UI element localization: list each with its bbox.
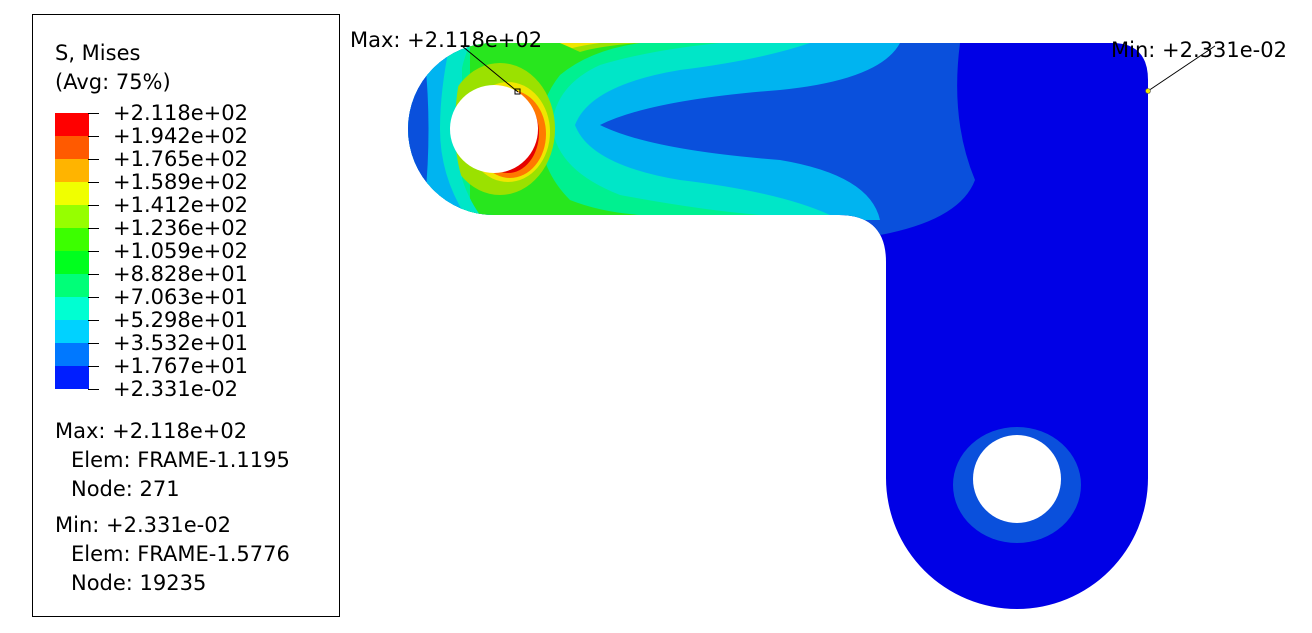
lower-pin-hole bbox=[973, 435, 1061, 523]
min-elem-line: Elem: FRAME-1.5776 bbox=[71, 542, 290, 566]
tick-label: +1.236e+02 bbox=[113, 216, 248, 240]
tick-label: +1.765e+02 bbox=[113, 147, 248, 171]
legend-subtitle: (Avg: 75%) bbox=[55, 70, 171, 94]
tick-mark bbox=[88, 319, 99, 321]
tick-label: +7.063e+01 bbox=[113, 285, 248, 309]
colorbar-swatch bbox=[55, 297, 89, 320]
colorbar-tick: +8.828e+01 bbox=[88, 263, 248, 285]
legend-panel: S, Mises (Avg: 75%) +2.118e+02 +1.942e+02… bbox=[32, 14, 340, 617]
colorbar-swatch bbox=[55, 159, 89, 182]
tick-label: +1.059e+02 bbox=[113, 239, 248, 263]
tick-label: +5.298e+01 bbox=[113, 308, 248, 332]
max-callout-label: Max: +2.118e+02 bbox=[350, 28, 543, 52]
tick-label: +1.942e+02 bbox=[113, 124, 248, 148]
max-node-line: Node: 271 bbox=[71, 477, 180, 501]
tick-mark bbox=[88, 365, 99, 367]
colorbar-tick: +2.118e+02 bbox=[88, 102, 248, 124]
colorbar-tick: +1.412e+02 bbox=[88, 194, 248, 216]
tick-mark bbox=[88, 112, 99, 114]
tick-mark bbox=[88, 135, 99, 137]
colorbar-tick: +1.236e+02 bbox=[88, 217, 248, 239]
tick-mark bbox=[88, 250, 99, 252]
max-leader-line bbox=[461, 45, 519, 93]
tick-label: +2.331e-02 bbox=[113, 377, 238, 401]
min-node-line: Node: 19235 bbox=[71, 571, 207, 595]
tick-label: +8.828e+01 bbox=[113, 262, 248, 286]
colorbar-tick: +5.298e+01 bbox=[88, 309, 248, 331]
tick-mark bbox=[88, 181, 99, 183]
contour-left-end-blue bbox=[408, 60, 429, 200]
left-pin-hole bbox=[450, 85, 538, 173]
colorbar-tick: +1.059e+02 bbox=[88, 240, 248, 262]
colorbar-tick: +7.063e+01 bbox=[88, 286, 248, 308]
tick-label: +1.767e+01 bbox=[113, 354, 248, 378]
colorbar-swatch bbox=[55, 228, 89, 251]
colorbar-swatch bbox=[55, 320, 89, 343]
colorbar-tick: +2.331e-02 bbox=[88, 378, 238, 400]
tick-mark bbox=[88, 388, 99, 390]
colorbar-swatch bbox=[55, 343, 89, 366]
colorbar-tick: +3.532e+01 bbox=[88, 332, 248, 354]
colorbar-swatch bbox=[55, 113, 89, 136]
colorbar-tick: +1.589e+02 bbox=[88, 171, 248, 193]
colorbar-tick: +1.942e+02 bbox=[88, 125, 248, 147]
legend-title: S, Mises bbox=[55, 41, 141, 65]
colorbar bbox=[55, 113, 89, 389]
tick-mark bbox=[88, 296, 99, 298]
min-leader-line bbox=[1147, 45, 1216, 92]
colorbar-swatch bbox=[55, 205, 89, 228]
max-elem-line: Elem: FRAME-1.1195 bbox=[71, 448, 290, 472]
colorbar-tick: +1.765e+02 bbox=[88, 148, 248, 170]
min-callout-label: Min: +2.331e-02 bbox=[1111, 38, 1287, 62]
tick-mark bbox=[88, 227, 99, 229]
tick-label: +3.532e+01 bbox=[113, 331, 248, 355]
tick-mark bbox=[88, 204, 99, 206]
colorbar-tick: +1.767e+01 bbox=[88, 355, 248, 377]
tick-label: +1.412e+02 bbox=[113, 193, 248, 217]
tick-mark bbox=[88, 342, 99, 344]
colorbar-swatch bbox=[55, 366, 89, 389]
min-value-line: Min: +2.331e-02 bbox=[55, 513, 231, 537]
tick-mark bbox=[88, 273, 99, 275]
max-value-line: Max: +2.118e+02 bbox=[55, 419, 248, 443]
contour-band-yellow-top bbox=[560, 43, 600, 48]
tick-label: +1.589e+02 bbox=[113, 170, 248, 194]
max-marker bbox=[514, 88, 521, 95]
colorbar-swatch bbox=[55, 274, 89, 297]
min-marker bbox=[1145, 88, 1151, 94]
colorbar-swatch bbox=[55, 251, 89, 274]
colorbar-swatch bbox=[55, 182, 89, 205]
colorbar-swatch bbox=[55, 136, 89, 159]
tick-mark bbox=[88, 158, 99, 160]
tick-label: +2.118e+02 bbox=[113, 101, 248, 125]
